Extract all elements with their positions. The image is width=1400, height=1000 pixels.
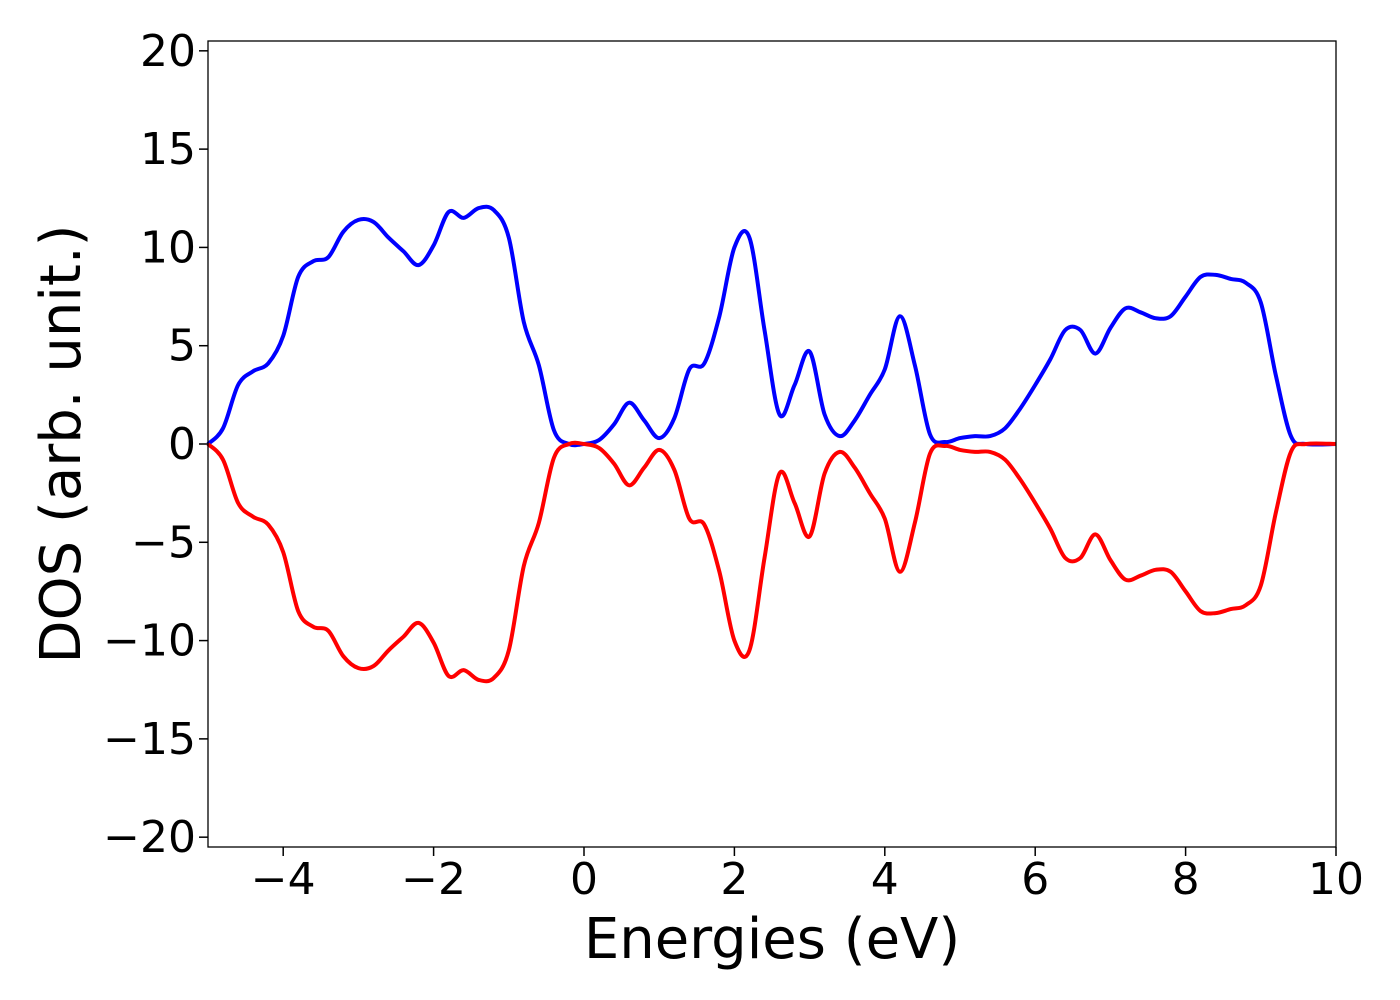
dos-series-line-up: [206, 204, 1337, 448]
x-tick-label: 8: [1172, 854, 1200, 905]
y-axis: 20 15 10 5 0 −5 −10 −15 −20: [103, 26, 208, 863]
x-tick-label: 10: [1308, 854, 1364, 905]
dos-series-line-down: [206, 440, 1337, 684]
x-axis-title: Energies (eV): [584, 907, 960, 972]
x-tick-label: −2: [401, 854, 466, 905]
plot-lines: [206, 204, 1337, 684]
y-tick-label: −10: [103, 616, 196, 667]
x-tick-label: −4: [251, 854, 316, 905]
y-tick-label: 15: [140, 124, 196, 175]
y-tick-label: 0: [168, 419, 196, 470]
y-tick-label: 20: [140, 26, 196, 77]
x-axis: −4 −2 0 2 4 6 8 10: [251, 847, 1364, 905]
x-tick-label: 6: [1021, 854, 1049, 905]
y-tick-label: 5: [168, 321, 196, 372]
x-tick-label: 0: [570, 854, 598, 905]
y-tick-label: −5: [131, 517, 196, 568]
x-tick-label: 4: [871, 854, 899, 905]
y-tick-label: 10: [140, 222, 196, 273]
x-tick-label: 2: [720, 854, 748, 905]
y-axis-title: DOS (arb. unit.): [29, 224, 94, 663]
y-tick-label: −20: [103, 812, 196, 863]
y-tick-label: −15: [103, 714, 196, 765]
